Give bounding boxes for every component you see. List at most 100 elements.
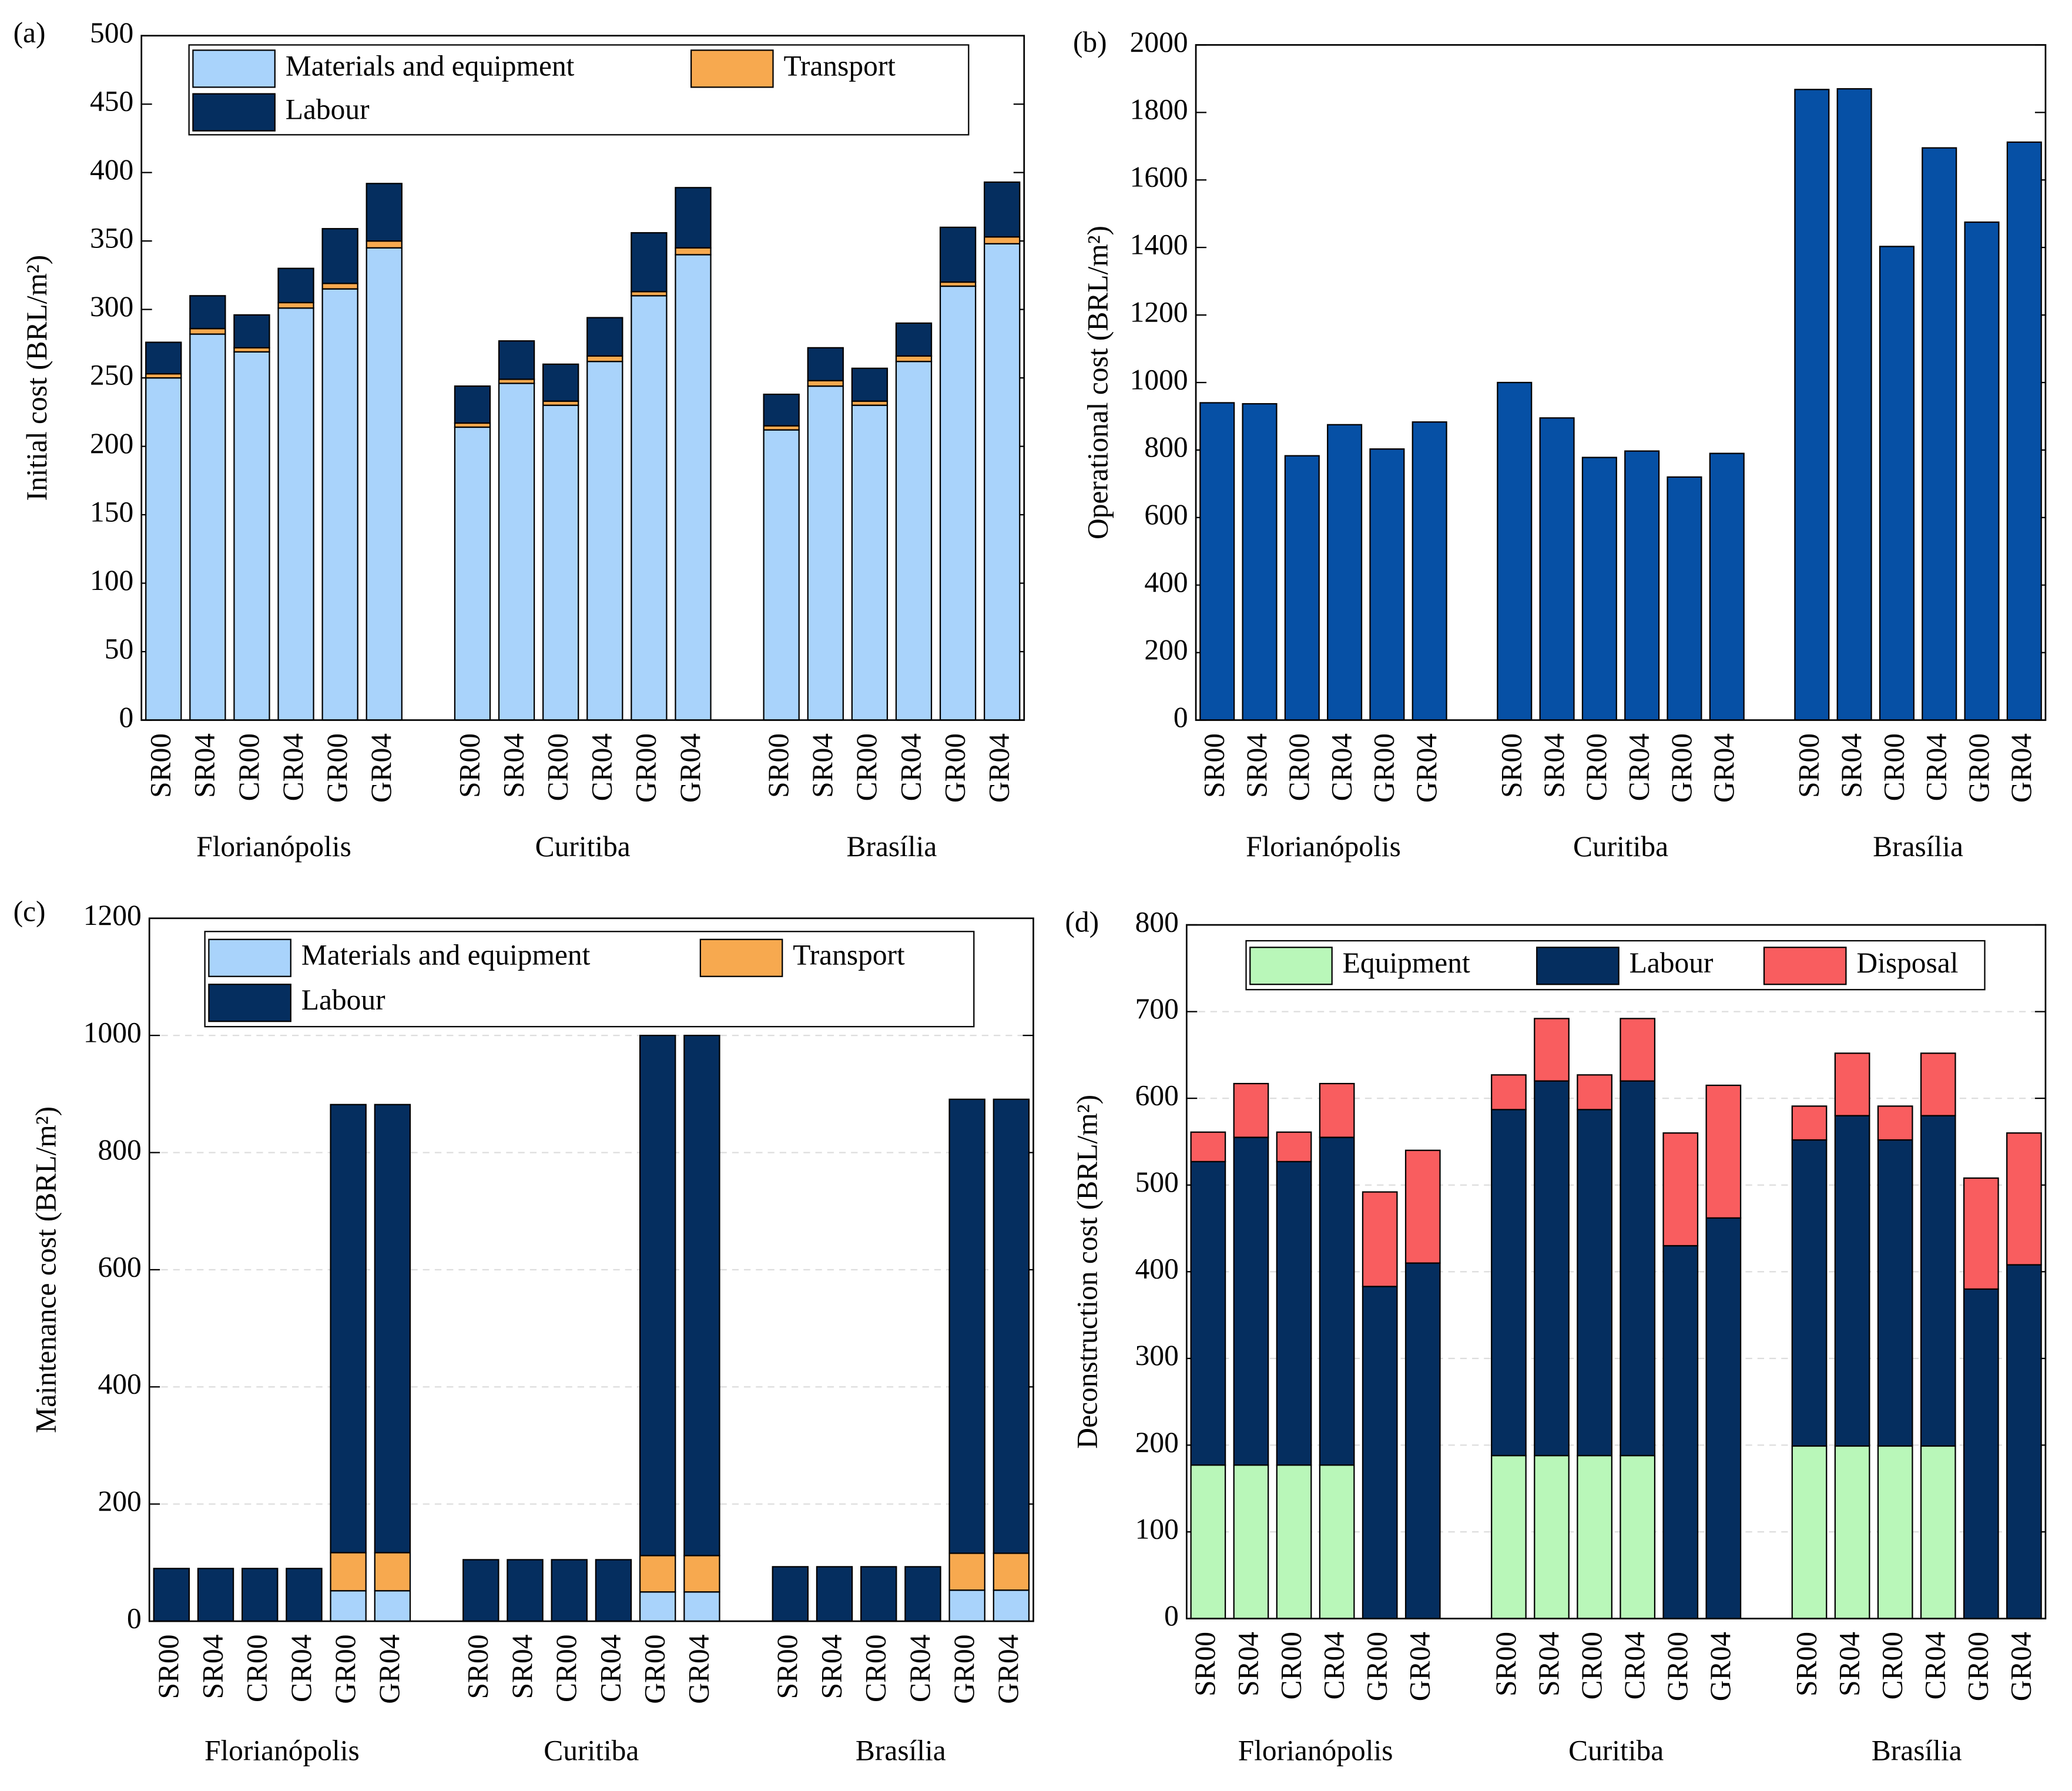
y-tick-label: 1600 [1130,161,1188,193]
y-tick-label: 1000 [83,1017,142,1049]
x-tick-label: CR04 [1618,1632,1651,1699]
x-tick-label: SR00 [762,733,794,798]
bar-segment [374,1552,411,1592]
y-tick-label: 0 [119,701,133,733]
bar [1709,452,1745,721]
bar-segment [1920,1445,1956,1619]
y-tick-label: 600 [1135,1079,1179,1112]
x-tick-label: GR00 [1368,733,1400,803]
x-tick-label: CR00 [550,1635,582,1702]
bar-segment [1534,1018,1570,1082]
y-tick-label: 400 [1144,566,1188,598]
group-label: Brasília [847,830,937,863]
x-tick-label: GR04 [1708,733,1740,803]
bar-segment [1577,1074,1612,1111]
x-tick-label: GR04 [2005,733,2037,803]
bar-segment [851,367,889,402]
group-label: Curitiba [535,830,631,863]
bar-segment [277,307,314,721]
bar-segment [374,1590,411,1622]
group-label: Florianópolis [196,830,351,863]
legend-label: Labour [286,93,370,125]
group-label: Florianópolis [1238,1734,1393,1766]
bar-segment [816,1566,853,1622]
bar-segment [631,232,668,293]
y-axis-title: Initial cost (BRL/m²) [21,255,53,501]
y-tick-label: 600 [1144,498,1188,531]
bar-segment [904,1566,941,1622]
y-tick-label: 250 [90,358,133,391]
bar [2006,141,2042,721]
legend-label: Labour [1630,947,1714,979]
x-tick-label: CR00 [1580,733,1612,801]
bar-segment [1491,1074,1527,1111]
plot-frame [140,35,1025,721]
x-tick-label: CR04 [1920,733,1953,801]
bar [1497,381,1533,721]
bar-segment [993,1589,1030,1622]
x-tick-label: CR00 [860,1635,892,1702]
bar-segment [1877,1139,1913,1447]
legend-label: Disposal [1856,947,1958,979]
bar-segment [1620,1455,1656,1619]
x-tick-label: GR04 [683,1635,715,1704]
bar-segment [763,429,800,721]
bar-segment [330,1104,367,1554]
bar-segment [189,328,226,335]
bar [1369,448,1405,721]
x-tick-label: SR04 [1533,1632,1565,1696]
x-tick-label: SR04 [806,733,839,798]
legend-swatch [208,938,291,977]
legend-swatch [699,938,783,977]
x-tick-label: SR04 [497,733,529,798]
x-tick-label: GR04 [992,1635,1024,1704]
bar-segment [189,333,226,721]
bar-segment [1362,1191,1398,1287]
legend-label: Transport [784,49,896,82]
x-tick-label: CR04 [277,733,309,801]
bar-segment [462,1559,499,1622]
bar-segment [1662,1132,1699,1247]
x-tick-label: GR00 [1962,1632,1994,1701]
y-tick-label: 300 [90,290,133,323]
bar-segment [551,1559,588,1622]
bar-segment [1534,1455,1570,1619]
x-tick-label: GR04 [2005,1632,2037,1701]
bar-segment [1534,1080,1570,1457]
x-tick-label: SR04 [1538,733,1570,798]
group-label: Florianópolis [1246,830,1401,863]
y-axis-title: Operational cost (BRL/m²) [1082,226,1114,539]
x-tick-label: CR04 [594,1635,626,1702]
x-tick-label: SR04 [815,1635,847,1699]
x-tick-label: CR04 [586,733,618,801]
bar-segment [1791,1105,1828,1141]
x-tick-label: GR00 [1665,733,1698,803]
y-tick-label: 350 [90,222,133,254]
legend-label: Materials and equipment [286,49,575,82]
legend-label: Labour [301,984,385,1016]
bar-segment [895,322,933,357]
bar [1581,457,1617,721]
x-tick-label: SR00 [1790,1632,1822,1696]
bar-segment [993,1552,1030,1591]
y-tick-label: 200 [1135,1426,1179,1458]
bar [1964,221,2000,721]
x-tick-label: SR00 [145,733,177,798]
bar [1411,421,1447,721]
bar-segment [197,1568,234,1622]
x-tick-label: SR00 [771,1635,803,1699]
bar-segment [1834,1115,1870,1447]
x-tick-label: SR04 [196,1635,229,1699]
bar-segment [366,247,403,721]
bar-segment [1705,1217,1742,1619]
y-tick-label: 500 [90,16,133,49]
bar-segment [1920,1115,1956,1447]
bar-segment [366,183,403,242]
y-tick-label: 1800 [1130,93,1188,126]
x-tick-label: CR00 [1275,1632,1307,1699]
panel-label: (b) [1073,26,1107,58]
x-tick-label: SR00 [152,1635,185,1699]
bar-segment [631,295,668,721]
bar-segment [1791,1445,1828,1619]
